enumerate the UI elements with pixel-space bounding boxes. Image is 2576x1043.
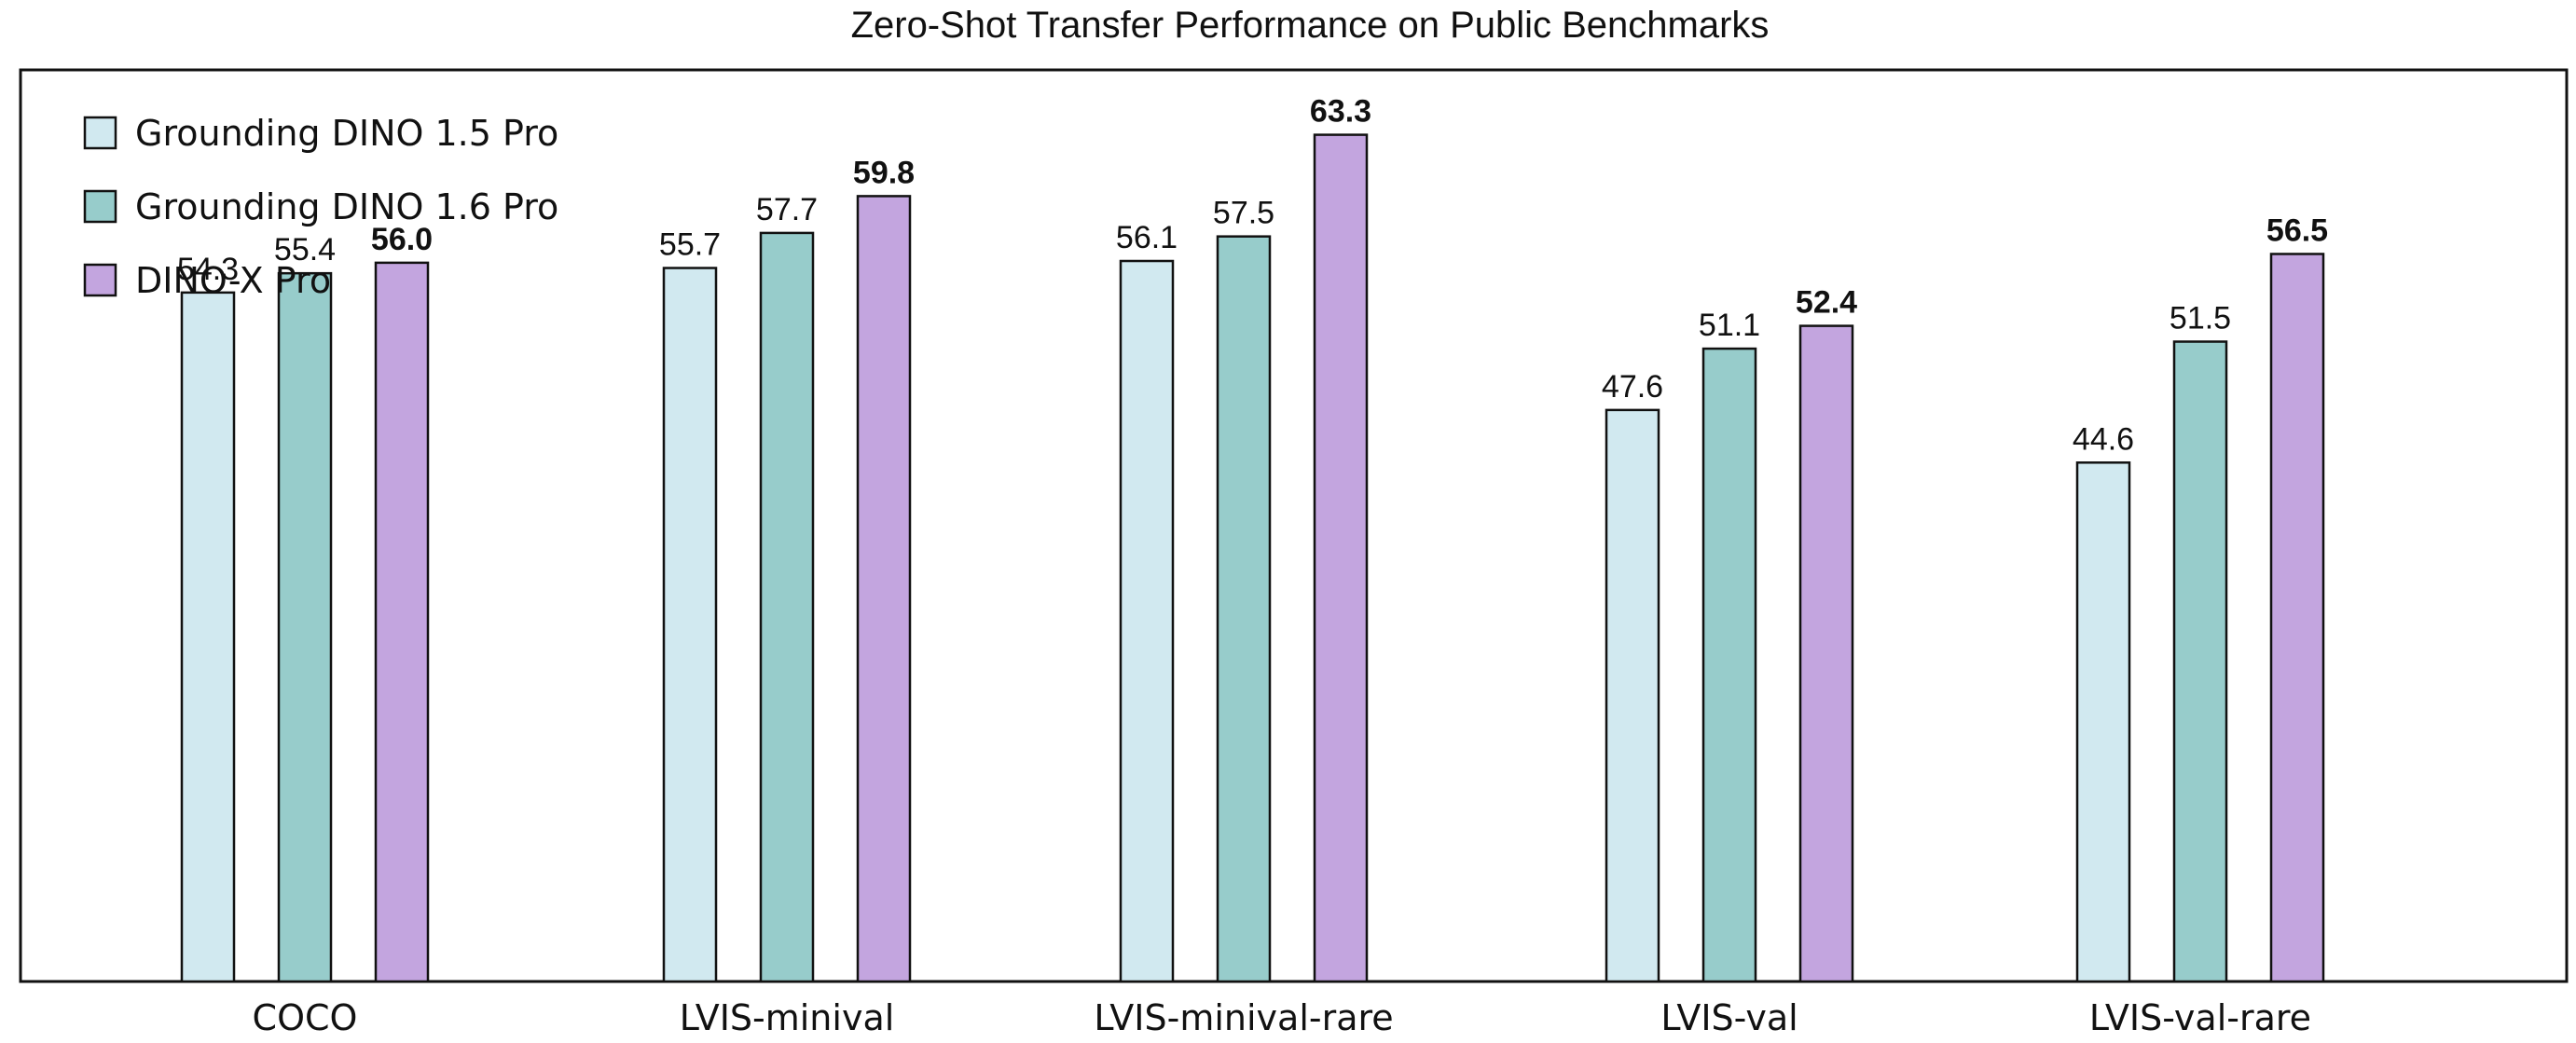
legend: Grounding DINO 1.5 Pro Grounding DINO 1.6… [83,113,558,301]
bar-lvis-minival-series-3 [856,195,912,983]
bar-lvis-val-rare-series-1 [2075,461,2131,983]
x-tick-label: LVIS-val [1660,997,1798,1038]
data-label: 57.7 [756,192,818,227]
bar-lvis-val-rare-series-2 [2172,340,2228,983]
data-label: 51.1 [1699,308,1760,343]
bars-group [180,133,2325,983]
bar-lvis-minival-series-2 [759,231,815,983]
data-label: 54.3 [177,252,239,287]
legend-label: Grounding DINO 1.5 Pro [135,113,558,154]
data-label: 56.5 [2266,213,2328,248]
bar-lvis-val-series-2 [1701,347,1757,983]
legend-label: Grounding DINO 1.6 Pro [135,186,558,227]
data-label: 52.4 [1796,285,1857,321]
bar-lvis-val-series-1 [1605,408,1660,983]
data-label: 55.7 [659,227,721,263]
plot-frame [19,68,2569,983]
chart-title: Zero-Shot Transfer Performance on Public… [851,5,1770,46]
bar-lvis-minival-series-1 [662,267,718,983]
legend-swatch [83,189,117,224]
bar-lvis-minival-rare-series-1 [1119,259,1175,983]
bar-lvis-val-series-3 [1798,324,1854,983]
legend-label: DINO-X Pro [135,260,331,301]
data-label: 55.4 [274,232,336,268]
bar-lvis-minival-rare-series-2 [1216,235,1272,983]
data-label: 63.3 [1310,94,1371,130]
data-label: 59.8 [853,155,915,190]
bar-lvis-val-rare-series-3 [2269,253,2325,983]
x-tick-label: LVIS-minival [680,997,895,1038]
bar-coco-series-1 [180,291,236,983]
legend-swatch [83,116,117,150]
bar-coco-series-2 [277,271,333,983]
data-label: 56.0 [371,222,433,257]
x-tick-label: COCO [253,997,358,1038]
bar-lvis-minival-rare-series-3 [1313,133,1369,983]
category-labels-group: COCO LVIS-minival LVIS-minival-rare LVIS-va… [253,997,2312,1038]
data-label: 57.5 [1213,196,1274,231]
data-label: 51.5 [2170,301,2231,336]
data-label: 56.1 [1116,220,1178,255]
bar-coco-series-3 [374,261,430,983]
x-tick-label: LVIS-val-rare [2089,997,2311,1038]
legend-swatch [83,263,117,297]
data-label: 47.6 [1602,369,1663,405]
x-tick-label: LVIS-minival-rare [1094,997,1393,1038]
value-labels-group: 54.3 55.4 56.0 55.7 57.7 59.8 56.1 57.5 63.3 47.6… [177,94,2328,458]
data-label: 44.6 [2073,421,2134,457]
